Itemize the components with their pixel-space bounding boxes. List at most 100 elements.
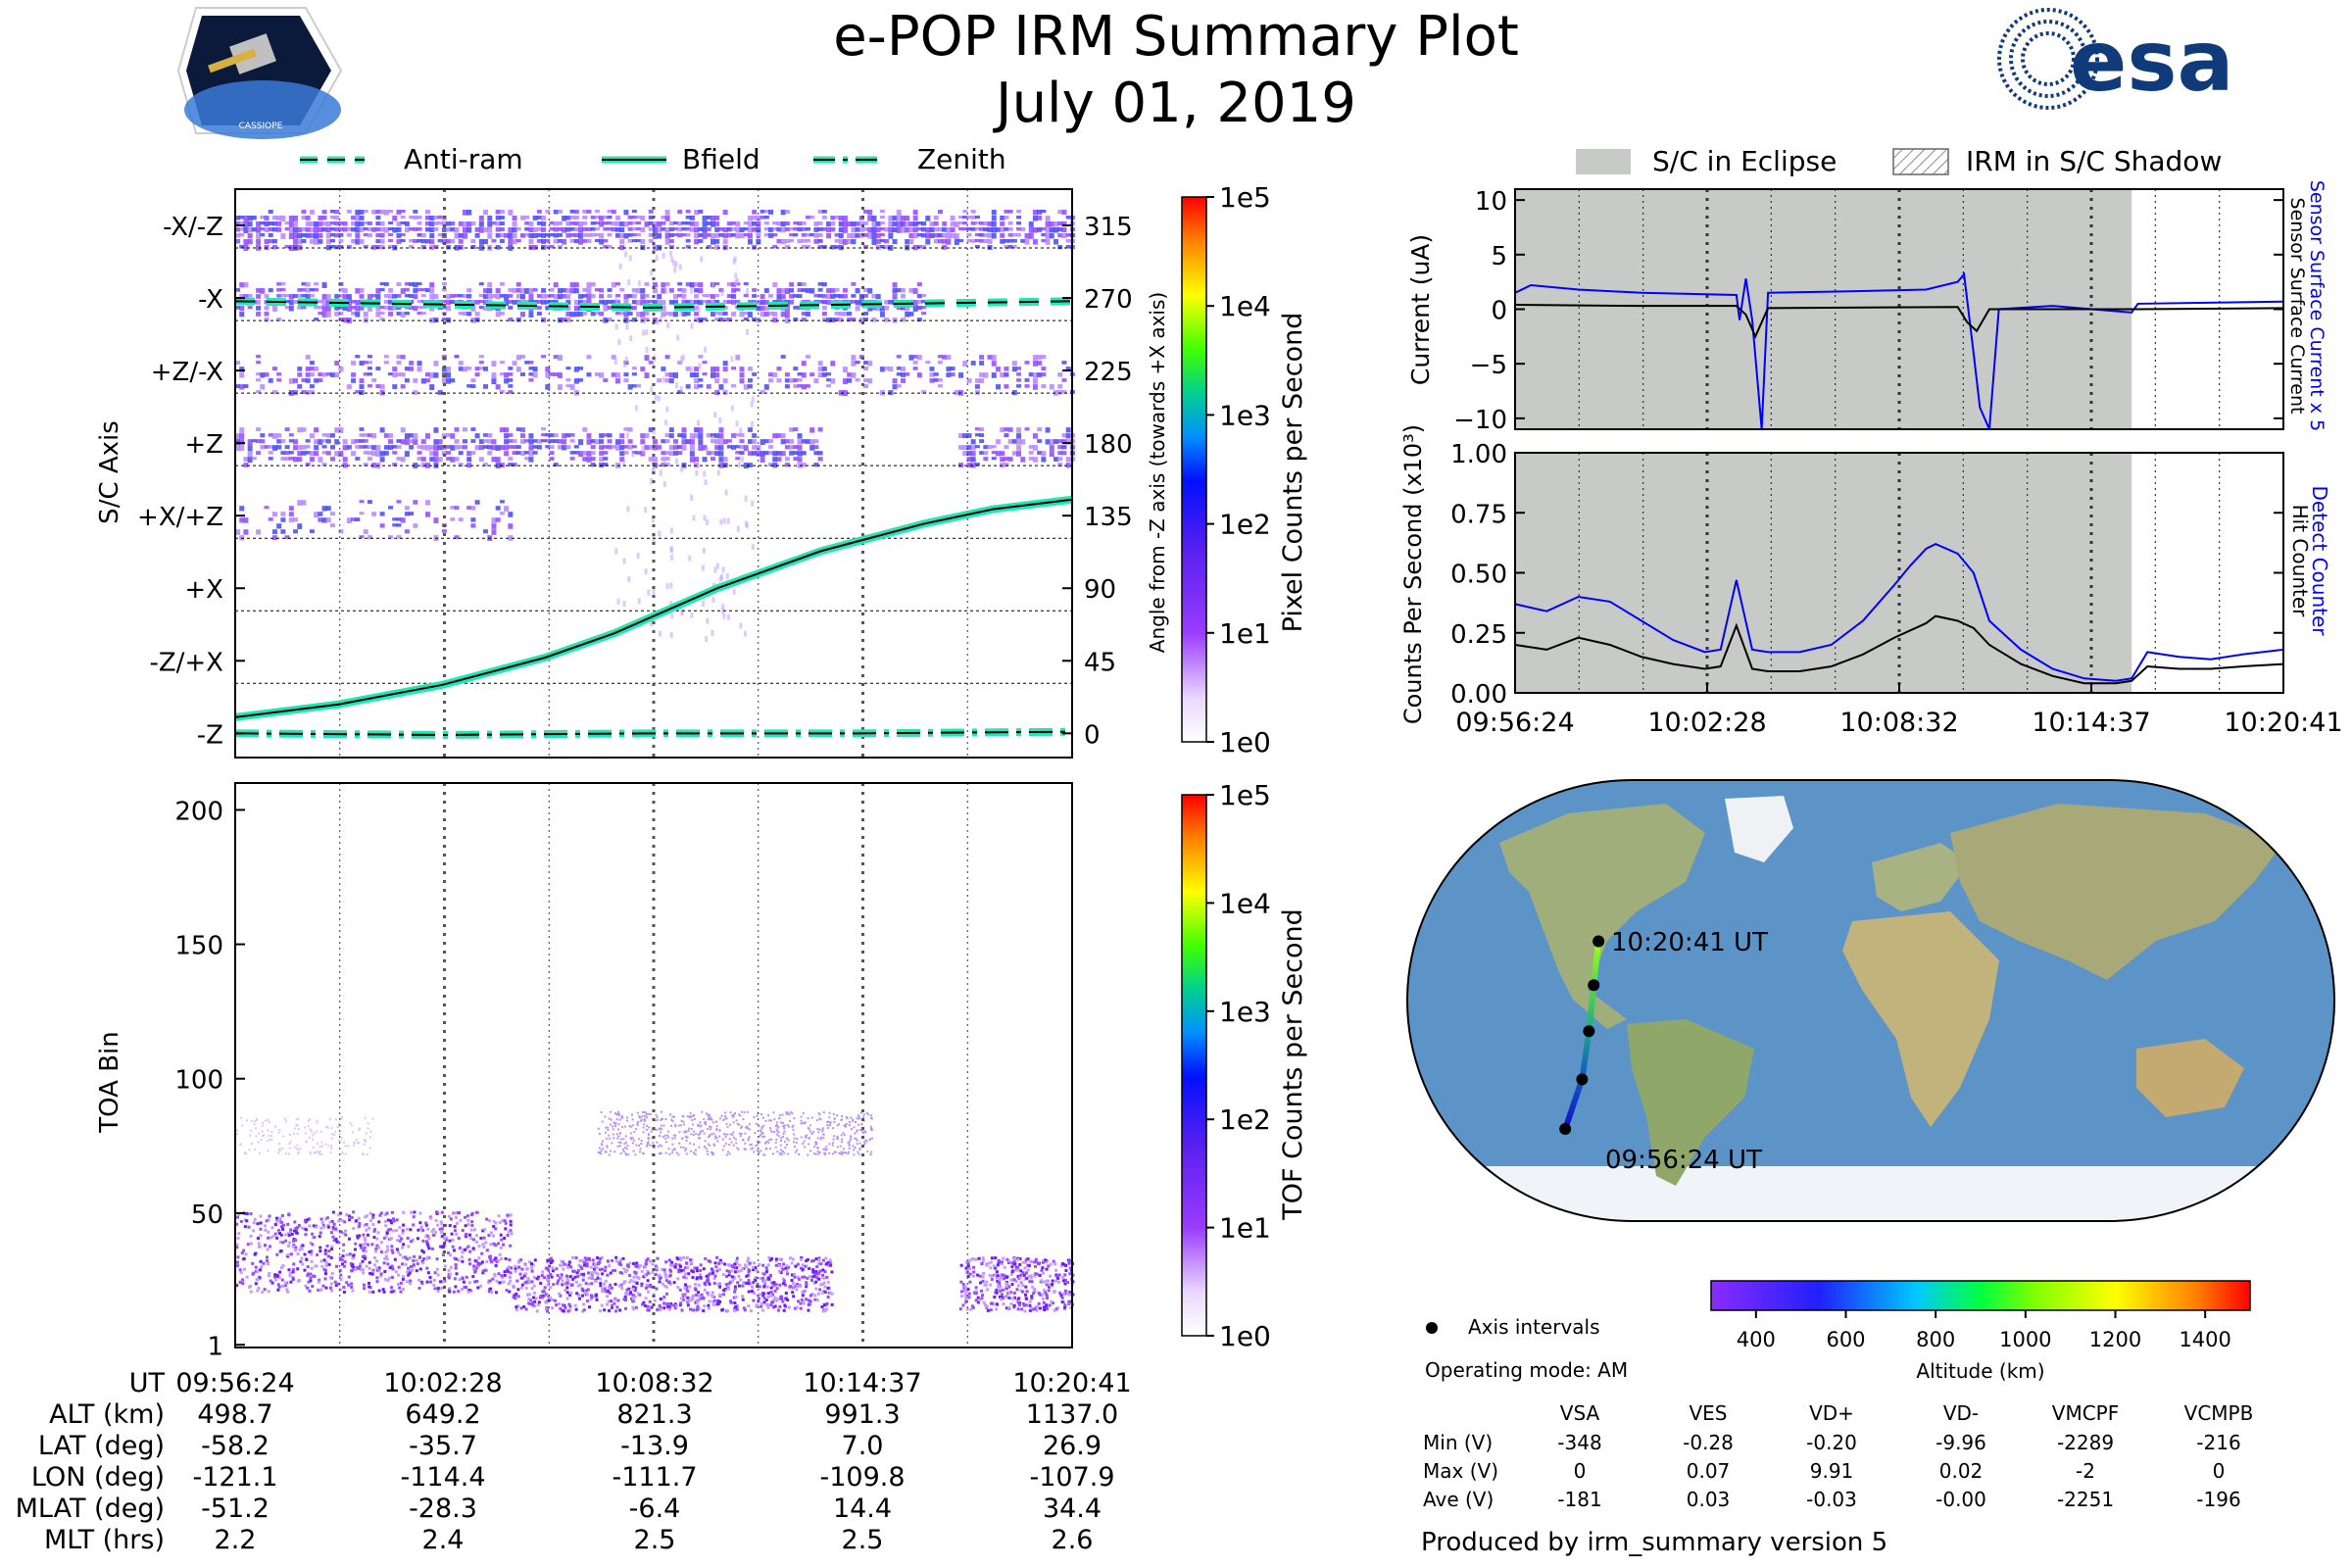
toa-dot (359, 1244, 363, 1248)
toa-dot (434, 1218, 438, 1222)
sc-heat-speck (634, 405, 638, 412)
sc-heat-cell (409, 227, 415, 231)
sc-heat-cell (995, 439, 1001, 445)
sc-heat-cell (487, 233, 493, 239)
toa-dot (747, 1268, 751, 1272)
sc-heat-cell (549, 221, 555, 225)
sc-heat-cell (429, 282, 435, 288)
sc-heat-cell (842, 378, 848, 385)
sc-heat-cell (284, 427, 290, 432)
toa-dot (372, 1236, 376, 1240)
sc-heat-cell (603, 221, 609, 225)
toa-dot (715, 1302, 719, 1306)
sc-heat-cell (271, 433, 277, 439)
sc-heat-cell (413, 288, 418, 294)
toa-dot (476, 1286, 480, 1290)
sc-heat-cell (768, 294, 774, 298)
toa-dot (304, 1218, 308, 1222)
sc-heat-cell (470, 517, 476, 522)
sc-heat-cell (858, 300, 864, 306)
sc-heat-cell (661, 227, 666, 231)
sc-heat-cell (627, 439, 633, 444)
sc-heat-cell (491, 529, 497, 535)
sc-heat-cell (388, 210, 394, 214)
toa-dot (805, 1281, 808, 1285)
sc-heat-cell (355, 312, 361, 318)
toa-dot (598, 1257, 602, 1261)
toa-dot (443, 1279, 447, 1283)
toa-dot (510, 1232, 514, 1236)
sc-heat-cell (710, 372, 715, 378)
toa-dot (506, 1269, 510, 1273)
sc-heat-cell (508, 245, 514, 251)
sc-heat-cell (929, 378, 935, 383)
sc-heat-cell (1004, 372, 1009, 377)
sc-heat-cell (318, 512, 323, 516)
toa-dot (453, 1229, 457, 1233)
sc-angle-tick-label: 225 (1084, 358, 1133, 387)
sc-heat-cell (383, 433, 389, 438)
legend-zenith-label: Zenith (917, 143, 1006, 175)
toa-dot (1054, 1274, 1058, 1278)
sc-heat-speck (690, 366, 694, 372)
toa-dot (509, 1219, 513, 1223)
toa-dot (373, 1250, 377, 1253)
toa-dot (672, 1303, 676, 1307)
toa-dot (284, 1233, 288, 1237)
sc-heat-speck (746, 328, 750, 335)
toa-dot (663, 1271, 667, 1275)
toa-dot (457, 1237, 461, 1241)
toa-dot (1033, 1274, 1037, 1278)
toa-dot (310, 1266, 314, 1270)
toa-dot (267, 1290, 270, 1294)
toa-dot (363, 1223, 367, 1227)
sc-heat-cell (508, 390, 514, 394)
toa-dot (265, 1219, 269, 1223)
toa-dot (345, 1213, 349, 1217)
sc-heat-cell (594, 288, 600, 292)
sc-heat-cell (614, 282, 620, 286)
toa-dot (1030, 1280, 1034, 1284)
sc-heat-cell (334, 227, 340, 232)
toa-dot (579, 1265, 583, 1269)
sc-heat-speck (739, 622, 743, 629)
sc-heat-cell (821, 294, 827, 299)
sc-heat-cell (483, 439, 489, 443)
toa-dot (299, 1259, 303, 1263)
sc-heat-cell (363, 463, 368, 466)
toa-dot (587, 1271, 591, 1275)
sc-heat-cell (739, 445, 745, 450)
sc-heat-cell (623, 427, 629, 431)
sc-heat-cell (991, 216, 997, 221)
sc-heat-cell (553, 433, 559, 438)
toa-dot (339, 1278, 343, 1282)
sc-heat-cell (921, 300, 927, 304)
sc-heat-cell (677, 361, 683, 365)
sc-heat-cell (239, 433, 245, 439)
toa-dot (494, 1227, 498, 1231)
toa-dot (325, 1216, 329, 1220)
sc-heat-cell (929, 221, 935, 226)
toa-dot (755, 1304, 759, 1308)
toa-dot (574, 1307, 578, 1311)
sc-heat-cell (958, 221, 964, 225)
toa-dot (814, 1280, 818, 1284)
sc-heat-cell (677, 294, 683, 298)
sc-heat-cell (694, 427, 700, 433)
sc-heat-cell (867, 288, 873, 294)
toa-dot (726, 1309, 730, 1313)
sc-heat-cell (664, 210, 670, 216)
sc-heat-cell (884, 300, 890, 305)
sc-heat-cell (424, 500, 430, 506)
toa-dot (655, 1287, 659, 1291)
sc-heat-cell (821, 312, 827, 317)
sc-heat-cell (524, 216, 530, 220)
toa-dot (595, 1298, 599, 1301)
sc-heat-cell (797, 288, 803, 293)
sc-heat-cell (413, 294, 418, 300)
toa-dot (729, 1300, 733, 1304)
toa-dot (985, 1280, 989, 1284)
sc-heat-cell (689, 439, 695, 445)
sc-heat-cell (433, 457, 439, 463)
toa-dot (969, 1307, 973, 1311)
